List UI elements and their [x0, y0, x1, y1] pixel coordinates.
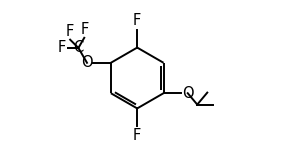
Text: F: F	[65, 24, 74, 39]
Text: F: F	[57, 40, 66, 55]
Text: O: O	[182, 86, 194, 101]
Text: F: F	[80, 22, 89, 37]
Text: O: O	[81, 55, 92, 70]
Text: F: F	[133, 13, 141, 28]
Text: F: F	[133, 128, 141, 143]
Text: C: C	[73, 40, 84, 55]
